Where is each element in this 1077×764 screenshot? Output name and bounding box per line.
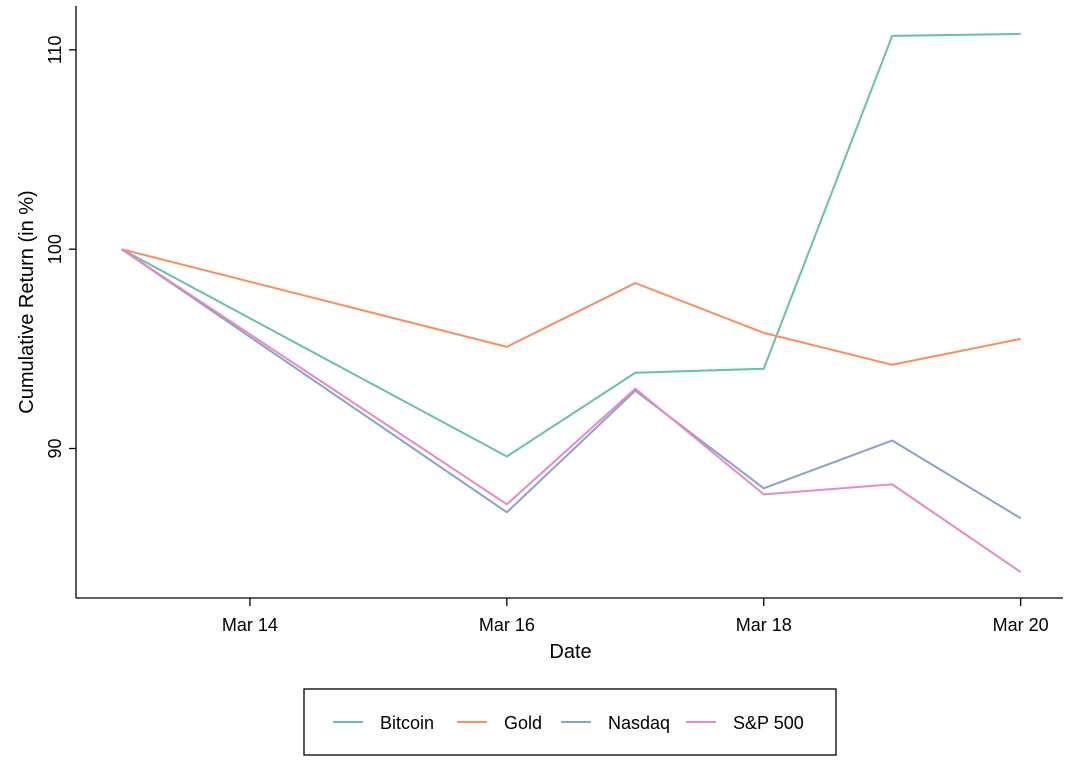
x-tick-label: Mar 20 [993,615,1049,635]
y-axis-title: Cumulative Return (in %) [16,190,38,413]
legend-label: Bitcoin [380,713,434,733]
axes [75,6,1063,599]
y-tick-label: 100 [45,234,65,264]
legend: Bitcoin Gold Nasdaq S&P 500 [303,688,837,756]
x-tick-label: Mar 18 [736,615,792,635]
x-tick-label: Mar 14 [222,615,278,635]
y-tick-label: 110 [45,36,65,65]
series-line-s-p-500 [120,248,1022,573]
y-tick-label: 90 [45,438,65,458]
y-ticks: 90 100 110 [45,36,76,459]
legend-label: S&P 500 [733,713,804,733]
x-tick-label: Mar 16 [479,615,535,635]
x-axis-title: Date [549,641,591,663]
x-ticks: Mar 14 Mar 16 Mar 18 Mar 20 [222,598,1049,635]
legend-label: Gold [504,713,542,733]
series-lines [120,32,1022,573]
series-line-nasdaq [120,248,1022,520]
legend-box [303,688,837,756]
series-line-bitcoin [121,32,1021,458]
legend-label: Nasdaq [608,713,670,733]
series-line-gold [121,248,1021,366]
